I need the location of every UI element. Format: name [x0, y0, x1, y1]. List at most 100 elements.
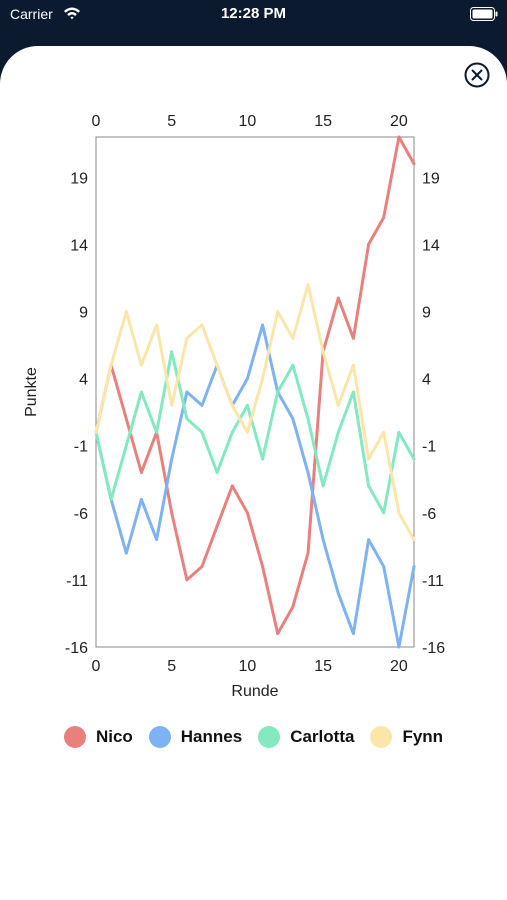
- data-point-fynn: [367, 457, 370, 461]
- y-tick-label-left: -11: [66, 573, 88, 590]
- y-tick-label-left: -6: [74, 506, 88, 523]
- series-line-fynn: [94, 283, 416, 542]
- close-icon: [464, 62, 490, 88]
- data-point-fynn: [185, 336, 189, 340]
- data-point-nico: [397, 135, 401, 139]
- y-tick-label-right: -16: [422, 640, 445, 657]
- series-line-carlotta: [94, 350, 416, 515]
- data-point-fynn: [230, 404, 234, 407]
- data-point-carlotta: [352, 390, 355, 394]
- data-point-hannes: [352, 632, 355, 635]
- data-point-carlotta: [109, 497, 113, 501]
- data-point-nico: [246, 511, 249, 515]
- carrier-label: Carrier: [10, 6, 53, 22]
- data-point-fynn: [412, 538, 416, 542]
- data-point-fynn: [200, 323, 204, 327]
- data-point-nico: [215, 524, 219, 528]
- status-time: 12:28 PM: [220, 5, 287, 22]
- data-point-fynn: [94, 430, 98, 434]
- data-point-nico: [185, 578, 189, 582]
- y-tick-label-right: 19: [422, 170, 440, 187]
- data-point-carlotta: [140, 390, 143, 394]
- close-button[interactable]: [464, 62, 490, 88]
- data-point-fynn: [155, 323, 158, 327]
- legend-item-hannes: Hannes: [148, 726, 243, 748]
- data-point-hannes: [185, 390, 189, 394]
- status-bar: Carrier 12:28 PM: [0, 0, 507, 30]
- chart-sheet: [0, 46, 507, 900]
- legend-swatch: [63, 726, 86, 748]
- chart-legend: Nico Hannes Carlotta Fynn: [0, 724, 507, 750]
- data-point-fynn: [261, 377, 264, 380]
- data-point-nico: [124, 417, 128, 421]
- data-point-nico: [230, 484, 234, 488]
- data-point-carlotta: [336, 430, 340, 434]
- legend-label: Hannes: [180, 727, 243, 746]
- data-point-hannes: [397, 645, 401, 649]
- legend-label: Carlotta: [290, 727, 355, 746]
- y-tick-label-left: 14: [70, 237, 88, 254]
- data-point-hannes: [306, 471, 310, 474]
- y-tick-label-left: -1: [74, 439, 88, 456]
- data-point-nico: [367, 242, 370, 246]
- data-point-nico: [336, 296, 340, 300]
- data-point-carlotta: [397, 430, 401, 434]
- data-point-carlotta: [185, 417, 189, 421]
- data-point-carlotta: [200, 430, 204, 434]
- x-tick-label-top: 0: [92, 113, 101, 130]
- y-tick-label-right: -6: [422, 506, 436, 523]
- legend-swatch: [258, 726, 281, 748]
- data-point-carlotta: [261, 457, 264, 461]
- data-point-hannes: [124, 551, 128, 555]
- data-point-fynn: [291, 336, 295, 340]
- data-point-carlotta: [367, 484, 370, 488]
- data-point-hannes: [291, 417, 295, 421]
- data-point-fynn: [215, 363, 219, 367]
- data-point-hannes: [336, 591, 340, 595]
- data-point-fynn: [336, 404, 340, 407]
- y-tick-label-left: 4: [79, 372, 88, 389]
- data-point-fynn: [124, 310, 128, 313]
- wifi-icon: [64, 7, 80, 20]
- data-point-nico: [200, 565, 204, 568]
- data-point-carlotta: [412, 457, 416, 461]
- y-tick-label-right: 14: [422, 237, 440, 254]
- data-point-nico: [306, 551, 310, 555]
- y-axis-label: Punkte: [23, 367, 40, 417]
- x-tick-label-top: 15: [314, 113, 332, 130]
- legend-swatch: [148, 726, 171, 748]
- legend-item-nico: Nico: [63, 726, 133, 748]
- data-point-carlotta: [170, 350, 174, 354]
- series-line-hannes: [94, 323, 416, 649]
- legend-item-carlotta: Carlotta: [258, 726, 354, 748]
- x-tick-label-bottom: 10: [239, 658, 257, 675]
- data-point-fynn: [306, 283, 310, 287]
- data-point-fynn: [382, 430, 386, 434]
- data-point-carlotta: [306, 417, 310, 421]
- data-point-hannes: [261, 323, 264, 327]
- data-point-carlotta: [155, 430, 158, 434]
- data-point-carlotta: [246, 404, 249, 407]
- data-point-fynn: [170, 404, 174, 407]
- series-line-nico: [94, 135, 416, 636]
- x-tick-label-bottom: 5: [167, 658, 176, 675]
- y-tick-label-left: 9: [79, 304, 88, 321]
- x-tick-label-top: 5: [167, 113, 176, 130]
- y-tick-label-right: -1: [422, 439, 436, 456]
- y-tick-label-right: 9: [422, 304, 431, 321]
- data-point-nico: [170, 511, 174, 515]
- data-point-fynn: [321, 350, 325, 354]
- data-point-hannes: [170, 457, 174, 461]
- x-tick-label-bottom: 20: [390, 658, 408, 675]
- data-point-fynn: [140, 363, 143, 367]
- x-tick-label-bottom: 0: [92, 658, 101, 675]
- data-point-hannes: [155, 538, 158, 542]
- data-point-hannes: [412, 565, 416, 568]
- data-point-hannes: [382, 565, 386, 568]
- data-point-carlotta: [124, 444, 128, 448]
- data-point-fynn: [246, 430, 249, 434]
- data-point-hannes: [140, 497, 143, 501]
- data-point-hannes: [367, 538, 370, 542]
- legend-swatch: [370, 726, 393, 748]
- x-tick-label-bottom: 15: [314, 658, 332, 675]
